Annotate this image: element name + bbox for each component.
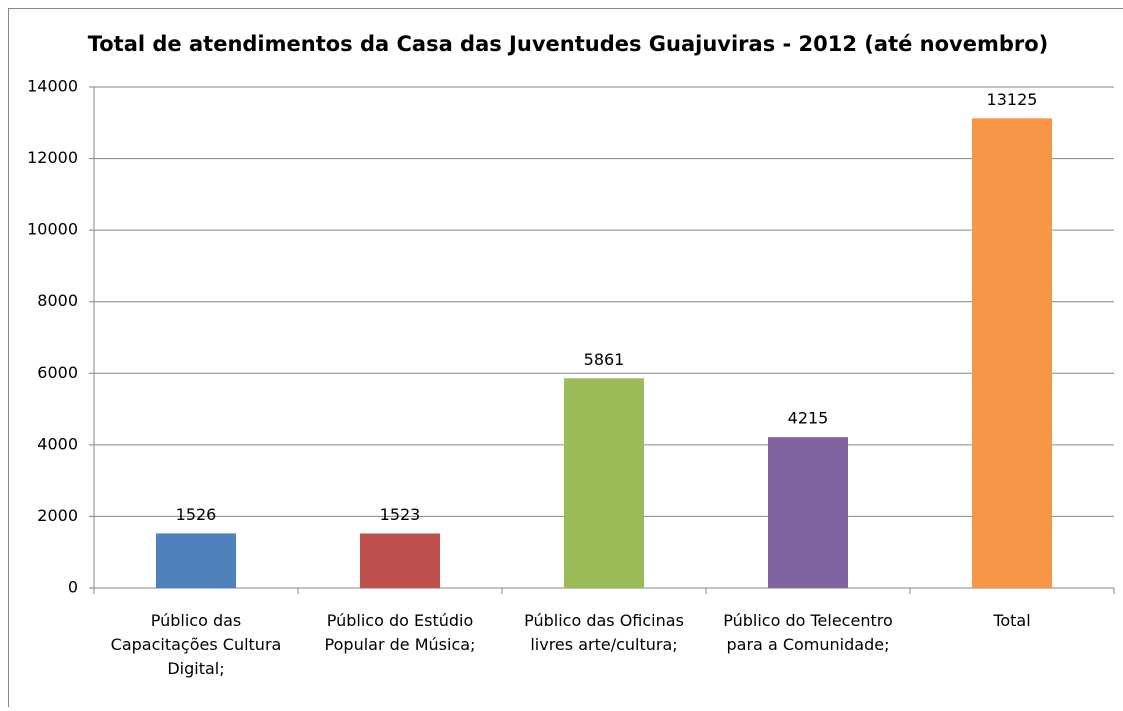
y-tick-label: 0 bbox=[68, 578, 78, 597]
chart-border bbox=[9, 9, 1123, 708]
value-label: 1523 bbox=[380, 505, 421, 524]
value-label: 4215 bbox=[788, 409, 829, 428]
value-label: 1526 bbox=[176, 505, 217, 524]
y-tick-label: 8000 bbox=[37, 291, 78, 310]
y-tick-label: 2000 bbox=[37, 506, 78, 525]
bar bbox=[972, 118, 1052, 588]
bar bbox=[768, 437, 848, 588]
bar bbox=[156, 533, 236, 588]
y-tick-label: 12000 bbox=[27, 148, 78, 167]
x-tick-label: Total bbox=[992, 611, 1030, 630]
chart-title: Total de atendimentos da Casa das Juvent… bbox=[88, 32, 1049, 56]
y-tick-label: 4000 bbox=[37, 434, 78, 453]
value-label: 13125 bbox=[987, 90, 1038, 109]
y-tick-label: 14000 bbox=[27, 77, 78, 96]
bar bbox=[360, 533, 440, 588]
value-label: 5861 bbox=[584, 350, 625, 369]
y-tick-label: 10000 bbox=[27, 220, 78, 239]
bar bbox=[564, 378, 644, 588]
y-tick-label: 6000 bbox=[37, 363, 78, 382]
